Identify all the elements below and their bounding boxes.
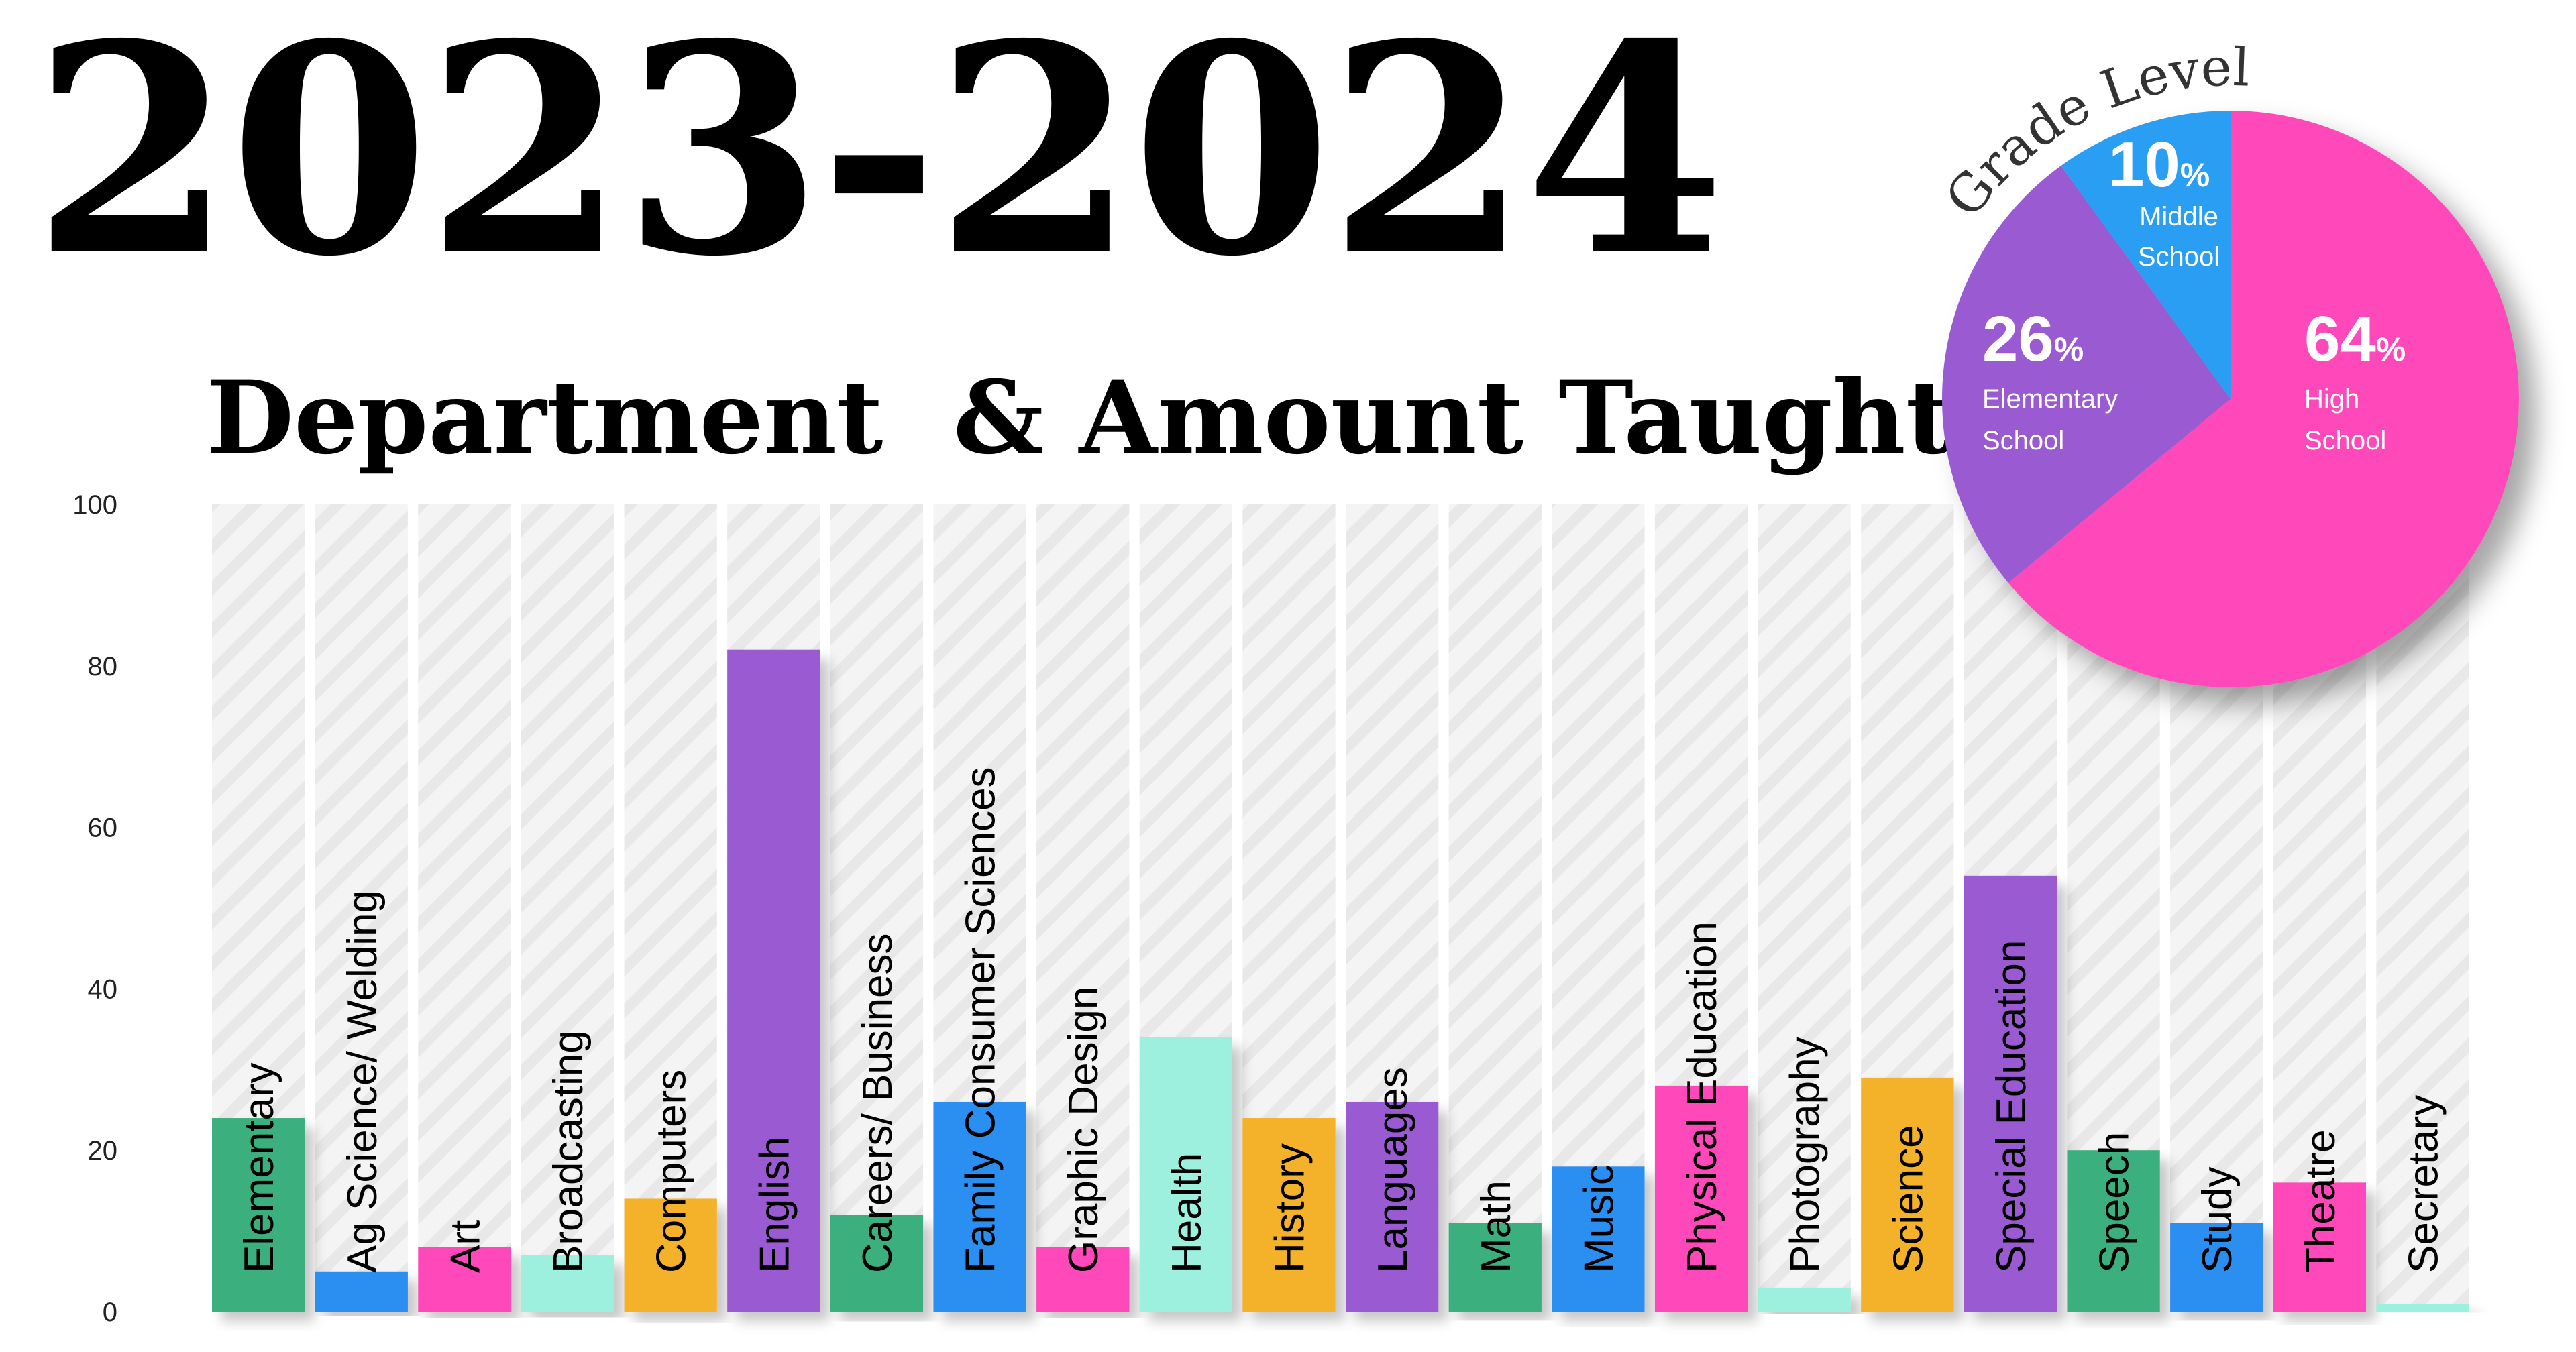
y-tick-label: 0 [103, 1298, 117, 1327]
pie-label-line1: Elementary [1982, 384, 2118, 414]
bar-background [418, 504, 511, 1312]
pie-percent-high-school: 64% [2304, 303, 2406, 375]
bar-science [1861, 1077, 1954, 1312]
bar-music [1552, 1166, 1645, 1312]
category-label: Music [1576, 1164, 1622, 1273]
category-label: Photography [1782, 1037, 1829, 1273]
pie-label-line2: School [2138, 242, 2220, 272]
category-label: Art [442, 1220, 488, 1273]
category-label: Broadcasting [545, 1030, 592, 1273]
bar-languages [1346, 1101, 1439, 1312]
bar-background [1758, 504, 1851, 1312]
category-label: Special Education [1988, 940, 2035, 1273]
y-tick-label: 20 [88, 1136, 118, 1166]
bar-ag-science-welding [315, 1271, 408, 1312]
y-tick-label: 60 [88, 813, 118, 843]
bar-english [727, 649, 820, 1312]
bar-photography [1758, 1287, 1851, 1312]
bar-health [1139, 1037, 1232, 1312]
pie-percent-middle-school: 10% [2108, 129, 2210, 201]
category-label: Graphic Design [1061, 987, 1107, 1273]
pie-slice-high-school [2008, 111, 2519, 687]
category-label: Languages [1370, 1067, 1416, 1273]
pie-percent-sign: % [2180, 156, 2210, 194]
y-tick-label: 100 [72, 490, 117, 520]
pie-label-line1: High [2304, 384, 2359, 414]
category-label: Speech [2092, 1132, 2138, 1273]
category-label: Ag Science/ Welding [339, 890, 386, 1273]
y-tick-label: 40 [88, 974, 118, 1004]
category-label: Computers [649, 1070, 695, 1273]
bar-family-consumer-sciences [933, 1101, 1026, 1312]
bar-physical-education [1654, 1085, 1748, 1312]
bar-math [1448, 1223, 1542, 1312]
y-tick-label: 80 [88, 652, 118, 681]
pie-percent-number: 64 [2304, 303, 2376, 375]
category-label: Family Consumer Sciences [958, 767, 1004, 1273]
category-label: Careers/ Business [855, 933, 901, 1273]
bar-background [1448, 504, 1542, 1312]
pie-slice-elementary-school [1941, 166, 2231, 583]
bar-background [2376, 504, 2469, 1312]
bar-speech [2067, 1150, 2160, 1312]
year-title: 2023-2024 [32, 0, 1725, 320]
bar-study [2170, 1223, 2263, 1312]
bar-broadcasting [521, 1255, 614, 1312]
category-label: Physical Education [1679, 921, 1725, 1273]
bar-background [624, 504, 717, 1312]
bar-graphic-design [1036, 1247, 1130, 1312]
category-label: Secretary [2401, 1095, 2447, 1273]
category-label: Elementary [236, 1062, 282, 1273]
bar-special-education [1964, 875, 2057, 1312]
pie-label-line2: School [1982, 426, 2064, 455]
bar-background [830, 504, 924, 1312]
pie-label-line2: School [2304, 426, 2386, 455]
pie-percent-number: 10 [2108, 129, 2180, 201]
category-label: Theatre [2298, 1129, 2344, 1273]
bar-art [418, 1247, 511, 1312]
category-label: Study [2194, 1166, 2241, 1273]
pie-percent-number: 26 [1982, 303, 2054, 375]
bar-careers-business [830, 1215, 924, 1312]
bar-computers [624, 1198, 717, 1312]
pie-percent-sign: % [2376, 331, 2406, 368]
bar-chart-title: Department & Amount Taught [207, 359, 1953, 477]
category-label: English [751, 1137, 798, 1273]
pie-slice-middle-school [2061, 111, 2231, 399]
pie-percent-sign: % [2054, 331, 2084, 368]
bar-background [315, 504, 408, 1312]
category-label: Science [1885, 1125, 1931, 1273]
pie-percent-elementary-school: 26% [1982, 303, 2084, 375]
category-label: History [1267, 1143, 1313, 1273]
bar-theatre [2273, 1182, 2366, 1312]
bar-background [1036, 504, 1130, 1312]
bar-background [521, 504, 614, 1312]
category-label: Health [1164, 1153, 1210, 1273]
bar-history [1242, 1118, 1336, 1312]
bar-elementary [212, 1118, 305, 1312]
pie-label-line1: Middle [2139, 202, 2218, 231]
bar-secretary [2376, 1303, 2469, 1312]
category-label: Math [1473, 1180, 1519, 1273]
